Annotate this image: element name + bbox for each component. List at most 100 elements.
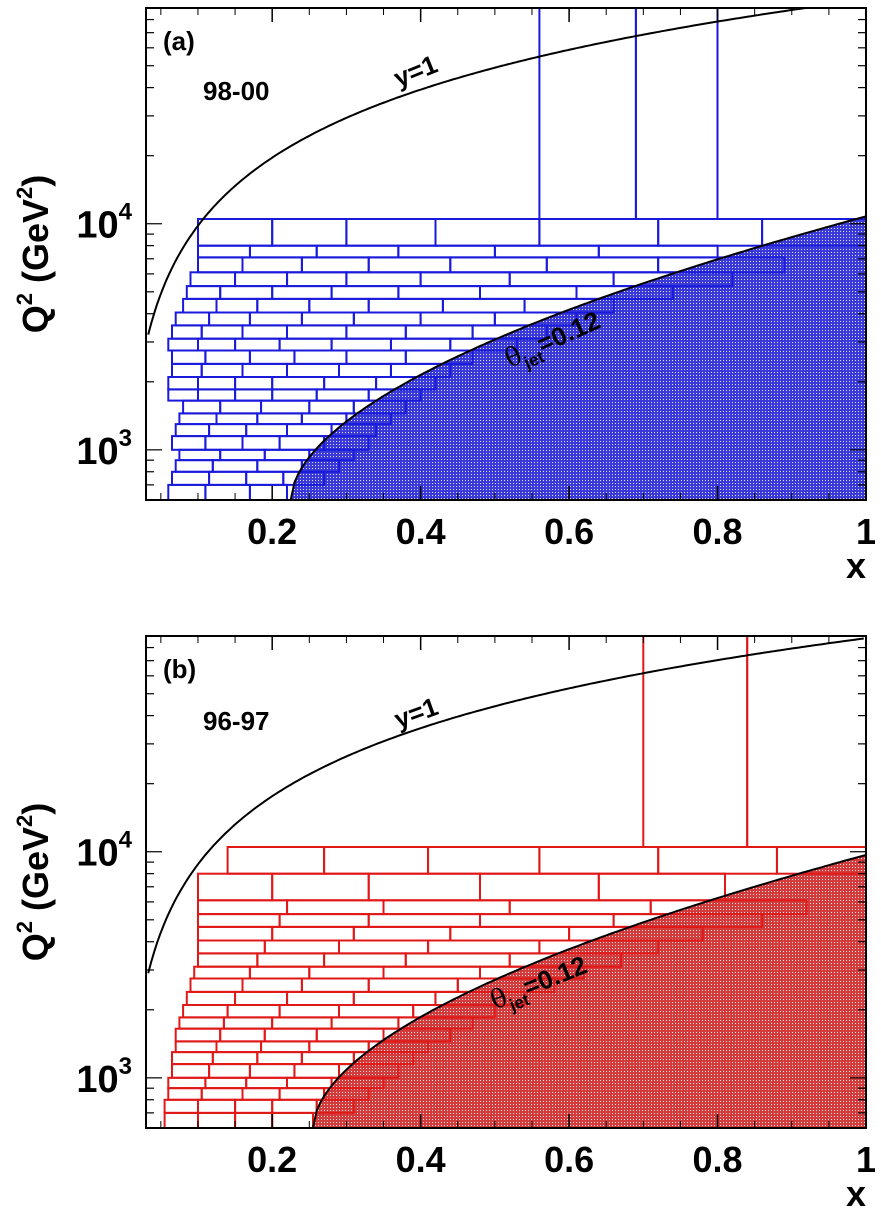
x-tick-label: 0.6 bbox=[544, 1139, 594, 1180]
bin bbox=[171, 1051, 214, 1066]
panel-a-axes: 0.2 0.4 0.6 0.8 1 103 104 bbox=[76, 7, 876, 552]
bin bbox=[479, 285, 578, 300]
bin bbox=[197, 939, 266, 955]
bin bbox=[208, 311, 251, 327]
bin bbox=[545, 256, 660, 274]
bin bbox=[226, 1004, 281, 1019]
bin bbox=[226, 846, 326, 875]
bin bbox=[182, 399, 222, 415]
bin bbox=[174, 1027, 222, 1043]
panel-b-xlabel: x bbox=[846, 1173, 866, 1211]
bin bbox=[197, 899, 289, 916]
bin bbox=[308, 297, 370, 314]
bin bbox=[167, 376, 200, 391]
panel-b-curves bbox=[147, 637, 867, 1129]
bin bbox=[197, 925, 274, 942]
bin bbox=[271, 925, 355, 942]
panel-b-y1-label: y=1 bbox=[390, 691, 442, 734]
panel-b-excluded-region bbox=[313, 854, 866, 1128]
bin bbox=[197, 244, 251, 259]
bin bbox=[538, 218, 660, 247]
bin bbox=[716, 7, 867, 220]
bin bbox=[197, 376, 237, 391]
bin bbox=[182, 297, 218, 314]
y-tick-label: 103 bbox=[76, 425, 132, 473]
bin bbox=[234, 388, 274, 402]
bin bbox=[200, 1087, 244, 1101]
bin bbox=[241, 977, 303, 993]
bin bbox=[248, 965, 311, 980]
bin bbox=[367, 256, 452, 274]
bin bbox=[215, 1040, 262, 1054]
bin bbox=[256, 412, 303, 426]
x-tick-label: 1 bbox=[856, 1139, 876, 1180]
bin bbox=[211, 459, 259, 473]
bin bbox=[634, 7, 719, 220]
bin bbox=[427, 939, 541, 955]
bin bbox=[330, 285, 400, 300]
bin bbox=[315, 244, 400, 259]
bin bbox=[171, 324, 203, 340]
bin bbox=[649, 899, 808, 916]
bin bbox=[248, 349, 296, 365]
bin bbox=[234, 1111, 274, 1130]
bin bbox=[193, 965, 251, 980]
bin bbox=[178, 448, 222, 462]
bin bbox=[449, 925, 571, 942]
bin bbox=[300, 977, 370, 993]
bin bbox=[404, 952, 511, 968]
bin bbox=[315, 388, 370, 402]
bin bbox=[323, 376, 378, 391]
bin bbox=[300, 412, 348, 426]
bin bbox=[256, 459, 303, 473]
bin bbox=[479, 913, 615, 928]
bin bbox=[493, 244, 600, 259]
bin bbox=[178, 412, 218, 426]
bin bbox=[171, 470, 211, 486]
bin bbox=[167, 388, 200, 402]
bin bbox=[189, 977, 244, 993]
x-tick-label: 0.4 bbox=[396, 1139, 446, 1180]
bin bbox=[204, 483, 251, 501]
bin bbox=[204, 1076, 248, 1090]
bin bbox=[260, 399, 311, 415]
bin bbox=[197, 913, 281, 928]
bin bbox=[278, 1087, 326, 1101]
bin bbox=[382, 899, 511, 916]
bin bbox=[204, 349, 251, 365]
bin bbox=[197, 388, 237, 402]
bin bbox=[419, 311, 496, 327]
bin bbox=[178, 1016, 225, 1030]
bin bbox=[345, 349, 407, 365]
bin bbox=[345, 324, 407, 340]
bin bbox=[171, 435, 207, 451]
bin bbox=[367, 977, 459, 993]
bin bbox=[367, 297, 444, 314]
bin bbox=[263, 939, 340, 955]
bin bbox=[397, 285, 481, 300]
bin bbox=[338, 939, 430, 955]
bin bbox=[271, 1111, 315, 1130]
bin bbox=[323, 952, 407, 968]
bin bbox=[597, 872, 726, 902]
bin bbox=[245, 423, 288, 438]
bin bbox=[441, 297, 526, 314]
panel-a-label: (a) bbox=[163, 26, 195, 56]
bin bbox=[352, 990, 437, 1007]
bin bbox=[338, 362, 392, 378]
bin bbox=[300, 311, 355, 327]
panel-b-bins bbox=[163, 635, 868, 1130]
x-tick-label: 0.6 bbox=[544, 511, 594, 552]
bin bbox=[427, 846, 541, 875]
bin bbox=[278, 1004, 341, 1019]
bin bbox=[345, 218, 437, 247]
y-tick-label: 103 bbox=[76, 1053, 132, 1101]
x-tick-label: 0.2 bbox=[247, 511, 297, 552]
bin bbox=[234, 990, 289, 1007]
bin bbox=[642, 635, 749, 848]
bin bbox=[241, 256, 303, 274]
panel-a-bins bbox=[167, 7, 867, 501]
bin bbox=[222, 1016, 274, 1030]
bin bbox=[219, 399, 262, 415]
